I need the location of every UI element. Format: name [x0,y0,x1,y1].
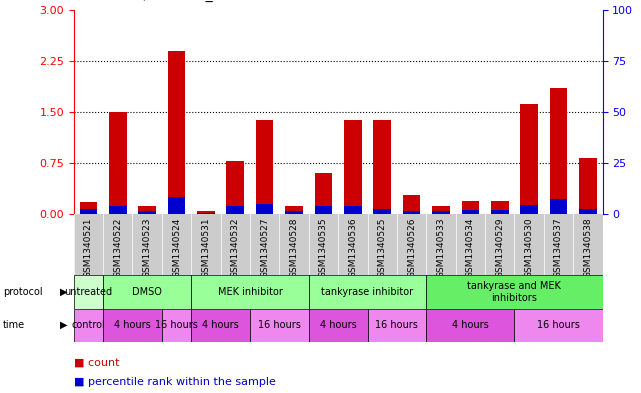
Bar [344,120,362,214]
Text: GSM1340529: GSM1340529 [495,217,504,278]
Bar [520,104,538,214]
Bar [197,213,215,214]
Bar [309,309,367,342]
Text: 4 hours: 4 hours [203,320,239,330]
Bar [403,211,420,214]
Bar [109,206,127,214]
Bar [491,210,508,214]
Bar [162,309,191,342]
Bar [432,211,450,214]
Bar [256,120,274,214]
Bar [373,120,391,214]
Text: 4 hours: 4 hours [320,320,356,330]
Text: protocol: protocol [3,287,43,297]
Text: MEK inhibitor: MEK inhibitor [217,287,283,297]
Text: GSM1340535: GSM1340535 [319,217,328,278]
Text: ■ percentile rank within the sample: ■ percentile rank within the sample [74,377,276,387]
Text: GSM1340526: GSM1340526 [407,217,416,278]
Text: DMSO: DMSO [132,287,162,297]
Text: GSM1340532: GSM1340532 [231,217,240,278]
Bar [103,275,191,309]
Bar [579,158,597,214]
Bar [367,309,426,342]
Bar [315,206,332,214]
Bar [373,209,391,214]
Bar [491,200,508,214]
Text: 4 hours: 4 hours [114,320,151,330]
Bar [514,309,603,342]
Text: 16 hours: 16 hours [258,320,301,330]
Text: GSM1340528: GSM1340528 [290,217,299,278]
Bar [191,309,250,342]
Bar [426,309,514,342]
Bar [226,161,244,214]
Text: ▶: ▶ [60,320,67,330]
Text: GSM1340522: GSM1340522 [113,217,122,277]
Text: GSM1340530: GSM1340530 [524,217,533,278]
Bar [138,211,156,214]
Bar [250,309,309,342]
Bar [138,206,156,214]
Bar [315,173,332,214]
Text: 16 hours: 16 hours [376,320,419,330]
Text: GSM1340525: GSM1340525 [378,217,387,278]
Bar [226,206,244,214]
Text: tankyrase inhibitor: tankyrase inhibitor [321,287,413,297]
Text: GSM1340534: GSM1340534 [466,217,475,278]
Text: GSM1340531: GSM1340531 [201,217,210,278]
Text: GSM1340527: GSM1340527 [260,217,269,278]
Text: 16 hours: 16 hours [155,320,198,330]
Text: GDS5029 / 241197_at: GDS5029 / 241197_at [74,0,226,2]
Bar [344,206,362,214]
Text: 16 hours: 16 hours [537,320,580,330]
Text: untreated: untreated [64,287,112,297]
Bar [579,209,597,214]
Bar [309,275,426,309]
Text: GSM1340521: GSM1340521 [84,217,93,278]
Text: GSM1340524: GSM1340524 [172,217,181,277]
Text: GSM1340523: GSM1340523 [143,217,152,278]
Bar [256,204,274,214]
Text: 4 hours: 4 hours [452,320,488,330]
Bar [520,205,538,214]
Bar [432,206,450,214]
Bar [403,195,420,214]
Bar [549,199,567,214]
Text: ■ count: ■ count [74,358,119,367]
Bar [109,112,127,214]
Text: tankyrase and MEK
inhibitors: tankyrase and MEK inhibitors [467,281,562,303]
Bar [79,202,97,214]
Bar [79,209,97,214]
Text: GSM1340537: GSM1340537 [554,217,563,278]
Bar [74,309,103,342]
Text: GSM1340533: GSM1340533 [437,217,445,278]
Bar [197,211,215,214]
Bar [549,88,567,214]
Bar [168,51,185,214]
Text: control: control [72,320,105,330]
Bar [462,200,479,214]
Bar [74,275,103,309]
Text: GSM1340536: GSM1340536 [348,217,357,278]
Text: time: time [3,320,26,330]
Text: GSM1340538: GSM1340538 [583,217,592,278]
Bar [103,309,162,342]
Bar [462,210,479,214]
Bar [285,206,303,214]
Bar [285,211,303,214]
Bar [168,197,185,214]
Bar [426,275,603,309]
Text: ▶: ▶ [60,287,67,297]
Bar [191,275,309,309]
